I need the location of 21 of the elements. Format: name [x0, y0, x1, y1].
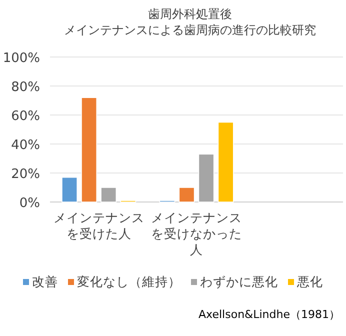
x-tick-label: メインテナンスを受けなかった人: [151, 210, 242, 257]
y-tick-label: 80%: [11, 80, 40, 95]
legend-label: 改善: [32, 274, 58, 289]
bar: [218, 122, 234, 202]
bar: [198, 154, 214, 202]
x-tick-label: メインテナンスを受けた人: [53, 210, 144, 241]
bar: [178, 187, 195, 202]
chart-title: 歯周外科処置後: [148, 7, 232, 21]
y-tick-label: 0%: [19, 196, 40, 211]
legend-label: わずかに悪化: [200, 274, 278, 289]
bar: [81, 97, 98, 202]
y-tick-label: 40%: [11, 138, 40, 153]
y-tick-label: 100%: [2, 51, 40, 66]
y-tick-label: 20%: [11, 167, 40, 182]
legend-label: 悪化: [296, 274, 323, 289]
chart-subtitle: メインテナンスによる歯周病の進行の比較研究: [64, 23, 316, 37]
text: Axellson&Lindhe（1981）: [198, 308, 340, 321]
bar: [62, 176, 78, 202]
legend-label: 変化なし（維持）: [77, 274, 181, 289]
y-tick-label: 60%: [11, 109, 40, 124]
bar: [100, 187, 117, 202]
